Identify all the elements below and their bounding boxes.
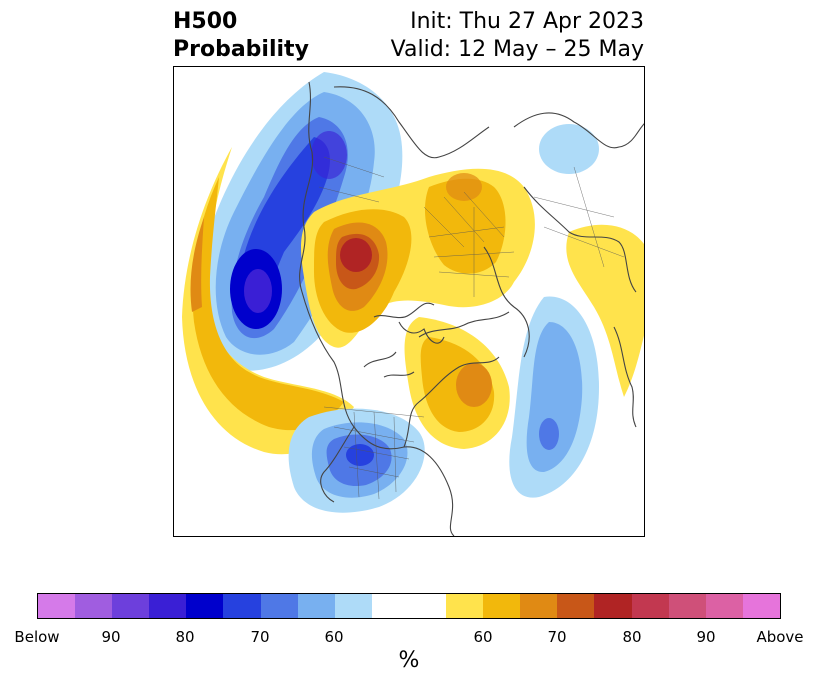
init-date-label: Init: Thu 27 Apr 2023	[410, 9, 644, 34]
europe-above-anomaly	[566, 224, 644, 397]
title-left: H500 Probability	[173, 8, 309, 64]
colorbar-segment	[260, 594, 298, 618]
colorbar	[37, 593, 781, 619]
valid-range-label: Valid: 12 May – 25 May	[390, 37, 644, 62]
colorbar-segment	[483, 594, 521, 618]
arctic-above-anomaly	[301, 168, 535, 348]
colorbar-segment	[520, 594, 558, 618]
colorbar-tick-label: Below	[14, 628, 60, 646]
colorbar-segment	[557, 594, 595, 618]
colorbar-segment	[223, 594, 261, 618]
colorbar-unit: %	[398, 648, 420, 673]
colorbar-segment	[112, 594, 150, 618]
colorbar-segment	[38, 594, 76, 618]
colorbar-segment	[668, 594, 706, 618]
title-right: Init: Thu 27 Apr 2023 Valid: 12 May – 25…	[391, 8, 644, 64]
colorbar-tick-label: 80	[175, 628, 195, 646]
probability-map	[173, 66, 645, 537]
colorbar-segment	[334, 594, 372, 618]
title-product: Probability	[173, 37, 309, 62]
colorbar-segment	[705, 594, 743, 618]
colorbar-segment	[408, 594, 447, 618]
colorbar-segment	[297, 594, 335, 618]
pacific-above-arc	[182, 147, 354, 455]
colorbar-tick-label: 70	[250, 628, 270, 646]
canada-above-anomaly	[404, 317, 510, 449]
colorbar-tick-label: 90	[101, 628, 121, 646]
colorbar-tick-label: 60	[324, 628, 344, 646]
colorbar-tick-label: 80	[622, 628, 642, 646]
map-svg	[182, 72, 644, 536]
coastlines	[299, 81, 644, 536]
pacific-below-anomaly	[197, 72, 403, 371]
colorbar-segment	[186, 594, 224, 618]
colorbar-tick-label: 70	[547, 628, 567, 646]
title-variable: H500	[173, 9, 238, 34]
colorbar-segment	[594, 594, 632, 618]
colorbar-tick-label: Above	[756, 628, 804, 646]
colorbar-segment	[149, 594, 187, 618]
colorbar-segment	[742, 594, 780, 618]
colorbar-tick-label: 60	[473, 628, 493, 646]
scandinavia-below-anomaly	[539, 124, 599, 174]
colorbar-segment	[446, 594, 484, 618]
colorbar-segment	[631, 594, 669, 618]
colorbar-tick-label: 90	[696, 628, 716, 646]
colorbar-segment	[371, 594, 409, 618]
political-borders	[318, 156, 625, 500]
colorbar-segment	[75, 594, 113, 618]
atlantic-below-anomaly	[509, 296, 599, 498]
